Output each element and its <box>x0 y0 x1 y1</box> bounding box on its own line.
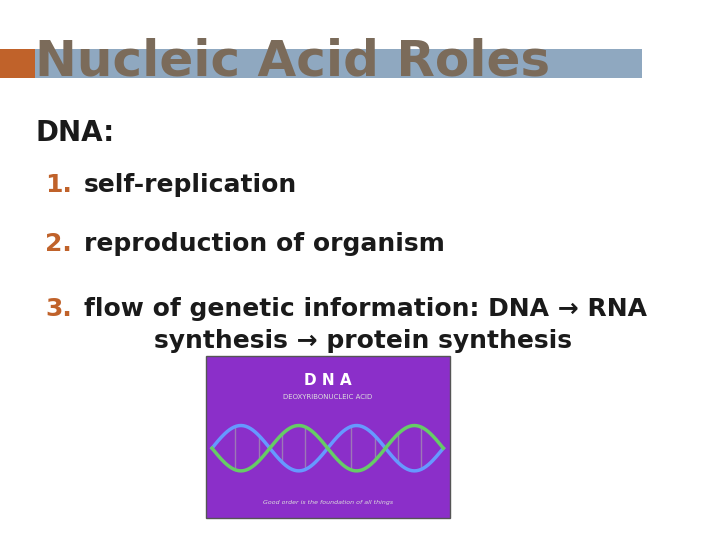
Text: 3.: 3. <box>45 297 72 321</box>
FancyBboxPatch shape <box>0 49 35 78</box>
Text: Nucleic Acid Roles: Nucleic Acid Roles <box>35 38 551 86</box>
FancyBboxPatch shape <box>26 49 642 78</box>
Text: D N A: D N A <box>304 373 351 388</box>
Text: flow of genetic information: DNA → RNA
        synthesis → protein synthesis: flow of genetic information: DNA → RNA s… <box>84 297 647 353</box>
Text: DEOXYRIBONUCLEIC ACID: DEOXYRIBONUCLEIC ACID <box>283 394 372 400</box>
Text: DNA:: DNA: <box>35 119 114 147</box>
Text: self-replication: self-replication <box>84 173 297 197</box>
Text: Good order is the foundation of all things: Good order is the foundation of all thin… <box>263 500 392 505</box>
Text: reproduction of organism: reproduction of organism <box>84 232 444 256</box>
Text: 1.: 1. <box>45 173 72 197</box>
Text: 2.: 2. <box>45 232 72 256</box>
FancyBboxPatch shape <box>206 356 450 518</box>
